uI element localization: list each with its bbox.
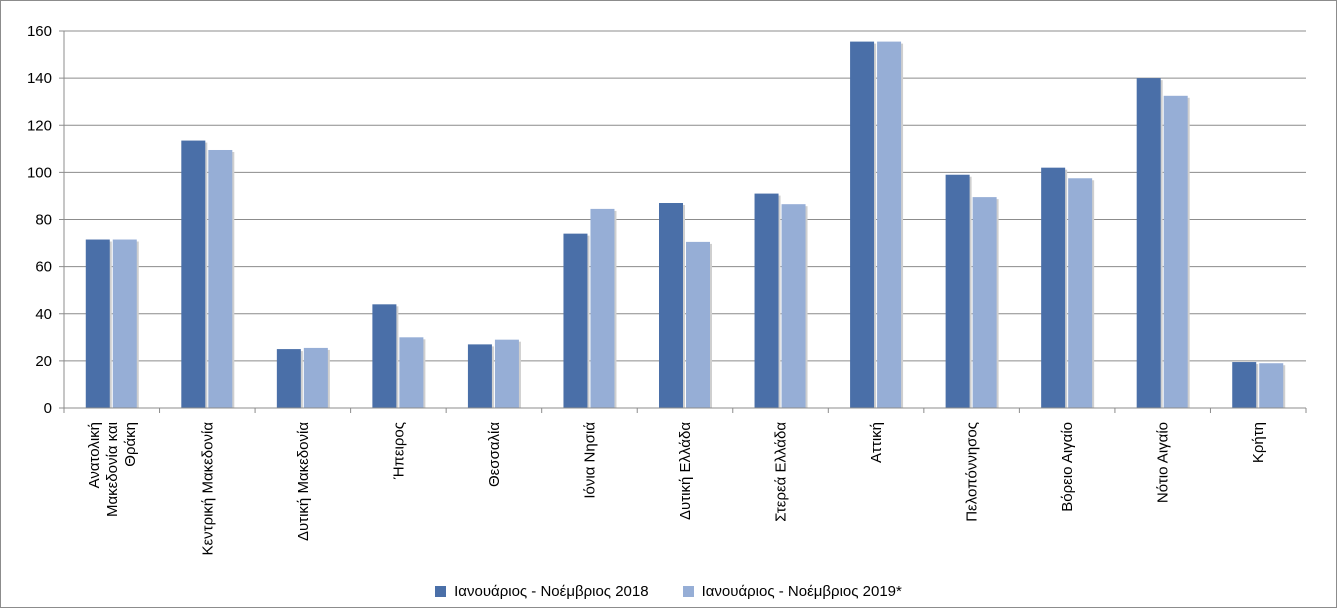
bar-2019: [1068, 178, 1093, 408]
legend-item-2018: Ιανουάριος - Νοέμβριος 2018: [435, 582, 649, 600]
bar-2019: [590, 208, 615, 408]
bar-2019: [303, 347, 328, 408]
bar-2019: [112, 239, 137, 408]
bar-2019: [686, 241, 710, 408]
bar-2018: [276, 349, 301, 408]
x-category-label: Ιόνια Νησιά: [581, 422, 598, 499]
x-category-label-line: Μακεδονία και: [104, 422, 121, 517]
x-category-label: Δυτική Μακεδονία: [295, 422, 312, 541]
x-category-label-line: Δυτική Ελλάδα: [677, 422, 694, 520]
bar-2018: [754, 193, 779, 408]
x-category-label: Θεσσαλία: [486, 422, 503, 487]
x-category-label-line: Πελοπόννησος: [964, 422, 981, 522]
y-tick-label: 140: [27, 70, 52, 87]
bar-2019: [877, 41, 902, 409]
y-tick-label: 120: [27, 117, 52, 134]
x-category-label: ΑνατολικήΜακεδονία καιΘράκη: [86, 422, 139, 517]
bar-2019: [972, 197, 997, 408]
x-category-label-line: Νότιο Αιγαίο: [1155, 422, 1172, 503]
x-category-label-line: Ανατολική: [86, 422, 103, 488]
bar-2019: [1163, 95, 1188, 408]
bars: [85, 41, 1286, 409]
bar-2018: [1041, 167, 1066, 408]
x-category-label: Αττική: [868, 422, 885, 463]
legend-label-2018: Ιανουάριος - Νοέμβριος 2018: [454, 582, 649, 600]
x-category-label: Βόρειο Αιγαίο: [1059, 422, 1076, 512]
y-tick-label: 100: [27, 164, 52, 181]
gridlines: [64, 30, 1306, 362]
bar-2019: [1259, 363, 1284, 408]
x-category-label: Νότιο Αιγαίο: [1155, 422, 1172, 503]
bar-2018: [850, 41, 875, 409]
bar-2018: [945, 174, 970, 408]
y-tick-label: 160: [27, 23, 52, 40]
x-category-label-line: Βόρειο Αιγαίο: [1059, 422, 1076, 512]
x-category-label-line: Θράκη: [122, 422, 139, 467]
bar-2018: [1232, 362, 1257, 408]
bar-2018: [181, 140, 206, 409]
x-category-label: Κεντρική Μακεδονία: [199, 422, 216, 556]
legend-item-2019: Ιανουάριος - Νοέμβριος 2019*: [682, 582, 902, 600]
bar-2018: [563, 233, 588, 408]
x-category-label: Κρήτη: [1250, 422, 1267, 463]
bar-2019: [781, 204, 806, 408]
x-category-label-line: Αττική: [868, 422, 885, 463]
y-tick-label: 40: [35, 306, 52, 323]
x-category-label: Ήπειρος: [390, 422, 407, 480]
x-category-label-line: Στερεά Ελλάδα: [773, 422, 790, 522]
x-category-label-line: Κεντρική Μακεδονία: [199, 422, 216, 556]
bar-2018: [85, 239, 110, 408]
x-category-label-line: Ιόνια Νησιά: [581, 422, 598, 499]
y-tick-label: 60: [35, 259, 52, 276]
y-axis-ticks: 0 20 40 60 80 100 120 140 160: [27, 23, 52, 417]
bar-2019: [399, 337, 424, 408]
y-tick-label: 80: [35, 212, 52, 229]
bar-2018: [1136, 78, 1161, 408]
bar-2018: [372, 304, 397, 408]
bar-2018: [467, 344, 492, 408]
y-tick-label: 0: [44, 400, 52, 417]
legend-swatch-2018: [435, 585, 447, 597]
bar-2019: [494, 339, 519, 408]
x-category-label-line: Ήπειρος: [390, 422, 407, 480]
x-category-label: Στερεά Ελλάδα: [773, 422, 790, 522]
x-axis-categories: ΑνατολικήΜακεδονία καιΘράκη Κεντρική Μακε…: [86, 422, 1267, 556]
y-tick-label: 20: [35, 353, 52, 370]
legend-label-2019: Ιανουάριος - Νοέμβριος 2019*: [701, 582, 902, 600]
x-category-label-line: Δυτική Μακεδονία: [295, 422, 312, 541]
x-category-label: Πελοπόννησος: [964, 422, 981, 522]
bar-2018: [659, 203, 683, 408]
x-category-label-line: Κρήτη: [1250, 422, 1267, 463]
legend: Ιανουάριος - Νοέμβριος 2018 Ιανουάριος -…: [0, 579, 1337, 603]
x-category-label: Δυτική Ελλάδα: [677, 422, 694, 520]
legend-swatch-2019: [682, 585, 694, 597]
x-category-label-line: Θεσσαλία: [486, 422, 503, 487]
bar-2019: [208, 149, 233, 408]
axes: [59, 30, 1307, 413]
